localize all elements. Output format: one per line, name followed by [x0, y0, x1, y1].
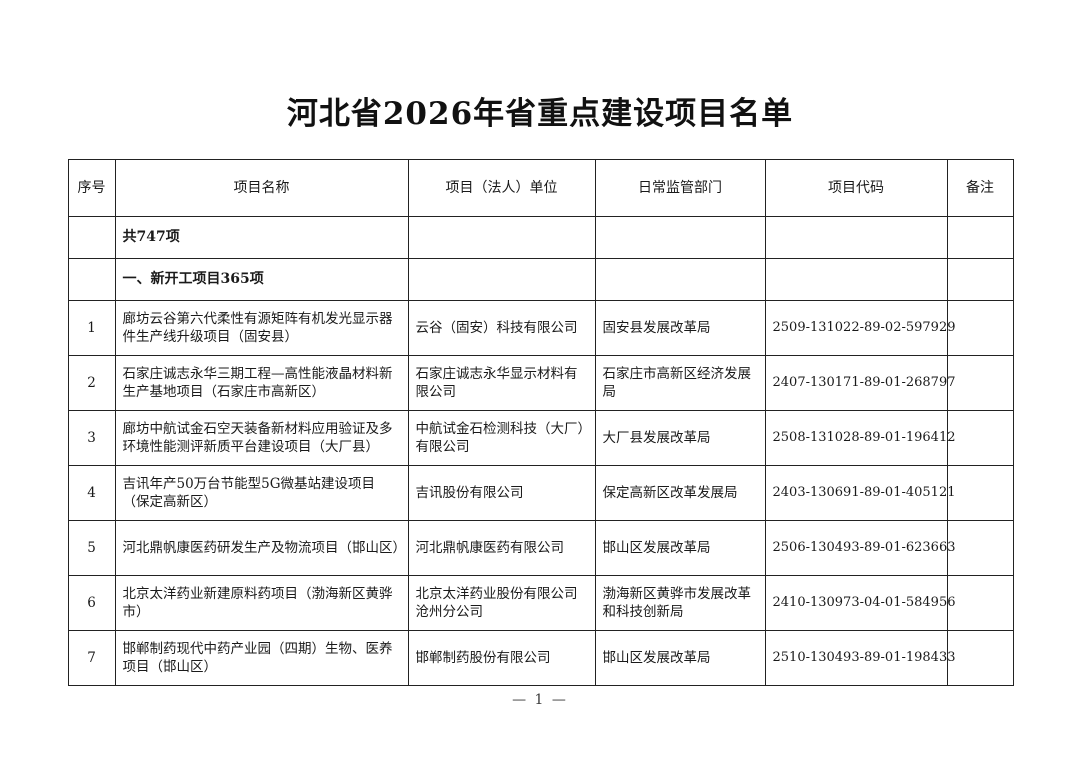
- cell-remarks: [946, 575, 1014, 632]
- cell-remarks: [946, 355, 1014, 412]
- cell-supervising-department: 邯山区发展改革局: [594, 630, 766, 687]
- cell-project-code: 2506-130493-89-01-623663: [764, 520, 956, 577]
- table-row: 3 廊坊中航试金石空天装备新材料应用验证及多环境性能测评新质平台建设项目（大厂县…: [67, 410, 1014, 467]
- table-row: 5 河北鼎帆康医药研发生产及物流项目（邯山区） 河北鼎帆康医药有限公司 邯山区发…: [67, 520, 1014, 577]
- cell-project-code: 2508-131028-89-01-196412: [764, 410, 956, 467]
- cell-project-name: 廊坊中航试金石空天装备新材料应用验证及多环境性能测评新质平台建设项目（大厂县）: [114, 410, 409, 467]
- summary-code-cell: [764, 216, 948, 260]
- cell-legal-unit: 石家庄诚志永华显示材料有限公司: [407, 355, 596, 412]
- cell-legal-unit: 北京太洋药业股份有限公司沧州分公司: [407, 575, 596, 632]
- section-code-cell: [764, 258, 948, 302]
- section-heading-label: 一、新开工项目365项: [114, 258, 409, 302]
- cell-project-code: 2403-130691-89-01-405121: [764, 465, 956, 522]
- table-row: 2 石家庄诚志永华三期工程—高性能液晶材料新生产基地项目（石家庄市高新区） 石家…: [67, 355, 1014, 412]
- section-unit-cell: [407, 258, 596, 302]
- cell-seq: 2: [67, 355, 116, 412]
- cell-project-name: 吉讯年产50万台节能型5G微基站建设项目（保定高新区）: [114, 465, 409, 522]
- column-header-project-code: 项目代码: [764, 159, 948, 218]
- table-row: 共747项: [67, 216, 1014, 260]
- cell-project-code: 2410-130973-04-01-584956: [764, 575, 956, 632]
- cell-seq: 5: [67, 520, 116, 577]
- cell-project-name: 石家庄诚志永华三期工程—高性能液晶材料新生产基地项目（石家庄市高新区）: [114, 355, 409, 412]
- section-seq-cell: [67, 258, 116, 302]
- project-list-table-container: 序号 项目名称 项目（法人）单位 日常监管部门 项目代码 备注 共747项: [67, 159, 1014, 687]
- section-dept-cell: [594, 258, 766, 302]
- cell-remarks: [946, 300, 1014, 357]
- page-title: 河北省2026年省重点建设项目名单: [286, 96, 794, 132]
- cell-project-name: 廊坊云谷第六代柔性有源矩阵有机发光显示器件生产线升级项目（固安县）: [114, 300, 409, 357]
- cell-seq: 1: [67, 300, 116, 357]
- column-header-seq: 序号: [67, 159, 116, 218]
- table-header-row: 序号 项目名称 项目（法人）单位 日常监管部门 项目代码 备注: [67, 159, 1014, 218]
- cell-project-name: 北京太洋药业新建原料药项目（渤海新区黄骅市）: [114, 575, 409, 632]
- cell-supervising-department: 固安县发展改革局: [594, 300, 766, 357]
- table-body: 共747项 一、新开工项目365项 1 廊坊云谷第六代柔性有源矩阵有: [67, 216, 1014, 687]
- cell-seq: 3: [67, 410, 116, 467]
- project-list-table: 序号 项目名称 项目（法人）单位 日常监管部门 项目代码 备注 共747项: [67, 159, 1014, 687]
- column-header-remarks: 备注: [946, 159, 1014, 218]
- cell-seq: 4: [67, 465, 116, 522]
- cell-project-name: 河北鼎帆康医药研发生产及物流项目（邯山区）: [114, 520, 409, 577]
- cell-remarks: [946, 465, 1014, 522]
- table-row: 6 北京太洋药业新建原料药项目（渤海新区黄骅市） 北京太洋药业股份有限公司沧州分…: [67, 575, 1014, 632]
- page-number-footer: — 1 —: [512, 692, 568, 708]
- cell-legal-unit: 邯郸制药股份有限公司: [407, 630, 596, 687]
- cell-legal-unit: 中航试金石检测科技（大厂）有限公司: [407, 410, 596, 467]
- table-row: 4 吉讯年产50万台节能型5G微基站建设项目（保定高新区） 吉讯股份有限公司 保…: [67, 465, 1014, 522]
- summary-dept-cell: [594, 216, 766, 260]
- cell-project-code: 2407-130171-89-01-268797: [764, 355, 956, 412]
- cell-remarks: [946, 630, 1014, 687]
- cell-project-code: 2510-130493-89-01-198433: [764, 630, 956, 687]
- table-row: 一、新开工项目365项: [67, 258, 1014, 302]
- summary-note-cell: [946, 216, 1014, 260]
- summary-unit-cell: [407, 216, 596, 260]
- column-header-project-name: 项目名称: [114, 159, 409, 218]
- section-note-cell: [946, 258, 1014, 302]
- cell-remarks: [946, 520, 1014, 577]
- table-header: 序号 项目名称 项目（法人）单位 日常监管部门 项目代码 备注: [67, 159, 1014, 218]
- cell-legal-unit: 河北鼎帆康医药有限公司: [407, 520, 596, 577]
- cell-supervising-department: 渤海新区黄骅市发展改革和科技创新局: [594, 575, 766, 632]
- column-header-legal-unit: 项目（法人）单位: [407, 159, 596, 218]
- cell-supervising-department: 大厂县发展改革局: [594, 410, 766, 467]
- table-row: 1 廊坊云谷第六代柔性有源矩阵有机发光显示器件生产线升级项目（固安县） 云谷（固…: [67, 300, 1014, 357]
- column-header-supervising-department: 日常监管部门: [594, 159, 766, 218]
- cell-project-name: 邯郸制药现代中药产业园（四期）生物、医养项目（邯山区）: [114, 630, 409, 687]
- cell-legal-unit: 吉讯股份有限公司: [407, 465, 596, 522]
- cell-supervising-department: 邯山区发展改革局: [594, 520, 766, 577]
- table-row: 7 邯郸制药现代中药产业园（四期）生物、医养项目（邯山区） 邯郸制药股份有限公司…: [67, 630, 1014, 687]
- cell-project-code: 2509-131022-89-02-597929: [764, 300, 956, 357]
- cell-seq: 6: [67, 575, 116, 632]
- cell-seq: 7: [67, 630, 116, 687]
- cell-legal-unit: 云谷（固安）科技有限公司: [407, 300, 596, 357]
- summary-total-label: 共747项: [114, 216, 409, 260]
- summary-seq-cell: [67, 216, 116, 260]
- cell-remarks: [946, 410, 1014, 467]
- cell-supervising-department: 保定高新区改革发展局: [594, 465, 766, 522]
- cell-supervising-department: 石家庄市高新区经济发展局: [594, 355, 766, 412]
